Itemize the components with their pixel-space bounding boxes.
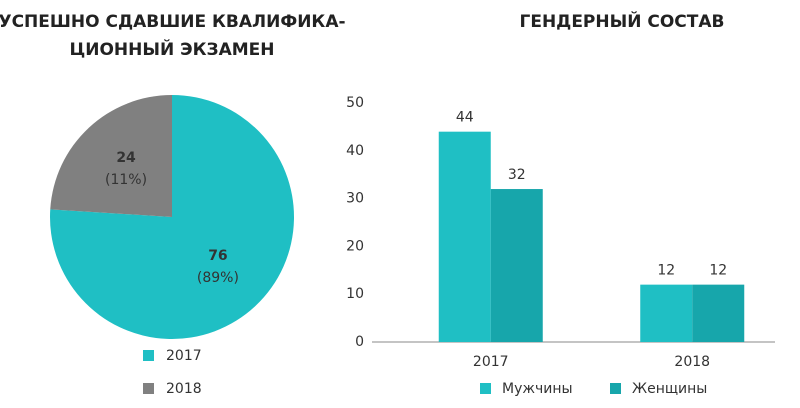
bar — [490, 189, 543, 342]
legend-label: Женщины — [632, 381, 707, 397]
slice-value: 24 — [116, 150, 136, 166]
y-tick-label: 0 — [355, 334, 364, 350]
bar-label: 12 — [657, 263, 675, 279]
pie-title: УСПЕШНО СДАВШИЕ КВАЛИФИКА- — [0, 12, 346, 32]
slice-percent: (11%) — [105, 172, 147, 188]
x-tick-label: 2017 — [473, 354, 509, 370]
legend-swatch — [610, 383, 621, 394]
bar — [640, 284, 693, 342]
bar-label: 12 — [709, 263, 727, 279]
bar-title: ГЕНДЕРНЫЙ СОСТАВ — [520, 10, 725, 32]
x-tick-label: 2018 — [674, 354, 710, 370]
y-tick-label: 50 — [346, 95, 364, 111]
legend-swatch — [143, 383, 154, 394]
legend-label: 2018 — [166, 381, 202, 397]
legend-swatch — [143, 350, 154, 361]
pie-slice — [50, 95, 172, 217]
bar-label: 44 — [456, 110, 474, 126]
y-tick-label: 10 — [346, 286, 364, 302]
legend-swatch — [480, 383, 491, 394]
pie-title: ЦИОННЫЙ ЭКЗАМЕН — [69, 38, 274, 60]
bar — [692, 284, 745, 342]
bar — [438, 131, 491, 342]
slice-percent: (89%) — [197, 270, 239, 286]
bar-label: 32 — [508, 167, 526, 183]
y-tick-label: 30 — [346, 191, 364, 207]
legend-label: Мужчины — [502, 381, 573, 397]
slice-value: 76 — [208, 248, 227, 264]
legend-label: 2017 — [166, 348, 202, 364]
y-tick-label: 40 — [346, 143, 364, 159]
y-tick-label: 20 — [346, 238, 364, 254]
